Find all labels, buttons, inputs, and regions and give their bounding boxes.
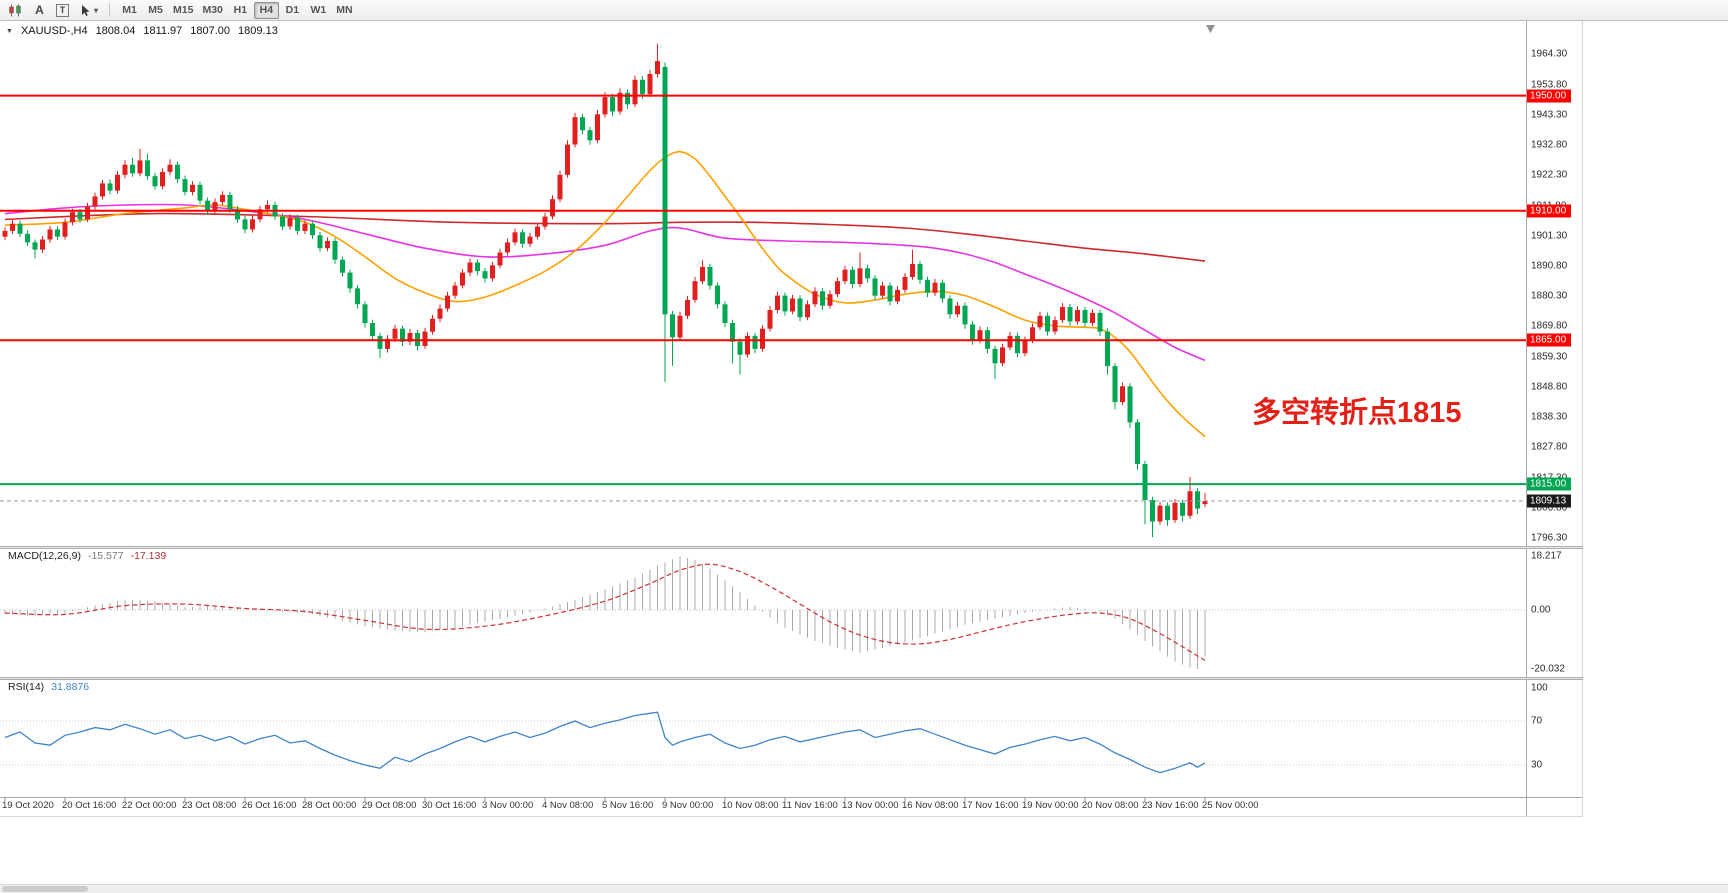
timeframe-button-MN[interactable]: MN <box>332 2 357 19</box>
timeframe-button-W1[interactable]: W1 <box>306 2 331 19</box>
text-annotation-button[interactable]: A <box>29 2 50 19</box>
ma_fast-line <box>4 150 1206 438</box>
rsi-value: 31.8876 <box>51 681 90 693</box>
timeframe-button-M30[interactable]: M30 <box>198 2 226 19</box>
rsi-label: RSI(14) 31.8876 <box>8 681 89 693</box>
top-toolbar: A T ▾ M1 M5 M15 M30 H1 H4 D1 W1 MN <box>0 0 1728 21</box>
macd-main-value: -15.577 <box>87 550 124 562</box>
price-lines-layer <box>0 94 1526 502</box>
timeframe-button-D1[interactable]: D1 <box>280 2 305 19</box>
timeframe-button-M1[interactable]: M1 <box>117 2 142 19</box>
price-axis-border <box>1526 21 1527 816</box>
macd-signal-line <box>4 563 1206 661</box>
text-box-button[interactable]: T <box>52 2 73 19</box>
chart-annotation-text[interactable]: 多空转折点1815 <box>1252 397 1462 429</box>
candlestick-chart-icon <box>9 4 21 16</box>
toolbar-separator <box>109 3 111 17</box>
window-right-border <box>1582 21 1583 816</box>
timeframe-button-M5[interactable]: M5 <box>143 2 168 19</box>
ohlc-high: 1811.97 <box>143 25 183 37</box>
chart-mode-button[interactable] <box>4 2 27 19</box>
chart-title: ▼ XAUUSD-,H4 1808.04 1811.97 1807.00 180… <box>6 25 278 37</box>
ma_slow-line <box>4 212 1206 262</box>
timeframe-button-H1[interactable]: H1 <box>228 2 253 19</box>
ohlc-low: 1807.00 <box>190 25 231 37</box>
cursor-icon <box>82 4 90 16</box>
rsi-name: RSI(14) <box>8 681 45 693</box>
rsi-line <box>4 711 1206 774</box>
macd-label: MACD(12,26,9) -15.577 -17.139 <box>8 550 166 562</box>
rsi-layer <box>0 711 1526 774</box>
time-axis[interactable] <box>0 798 1526 816</box>
symbol-timeframe-label: XAUUSD-,H4 <box>20 25 88 37</box>
cursor-tool-button[interactable]: ▾ <box>75 2 102 19</box>
panel-splitter-macd[interactable] <box>0 546 1583 549</box>
ohlc-close: 1809.13 <box>238 25 278 37</box>
horizontal-scrollbar[interactable] <box>0 884 1728 893</box>
price-axis[interactable] <box>1526 21 1582 816</box>
timeframe-button-M15[interactable]: M15 <box>169 2 197 19</box>
candles-layer <box>2 43 1208 538</box>
collapse-triangle-icon: ▼ <box>6 27 13 35</box>
macd-layer <box>0 556 1526 669</box>
text-tool-label: A <box>35 3 44 17</box>
ohlc-open: 1808.04 <box>95 25 136 37</box>
chart-shift-marker <box>1206 25 1215 33</box>
macd-name: MACD(12,26,9) <box>8 550 81 562</box>
window-bottom-border <box>0 816 1583 817</box>
timeframe-group: M1 M5 M15 M30 H1 H4 D1 W1 MN <box>117 1 357 19</box>
scrollbar-thumb[interactable] <box>2 886 88 892</box>
timeframe-button-H4[interactable]: H4 <box>253 1 279 19</box>
macd-signal-value: -17.139 <box>130 550 167 562</box>
textbox-tool-label: T <box>56 3 69 17</box>
panel-splitter-rsi[interactable] <box>0 677 1583 680</box>
caret-down-icon: ▾ <box>94 5 99 15</box>
